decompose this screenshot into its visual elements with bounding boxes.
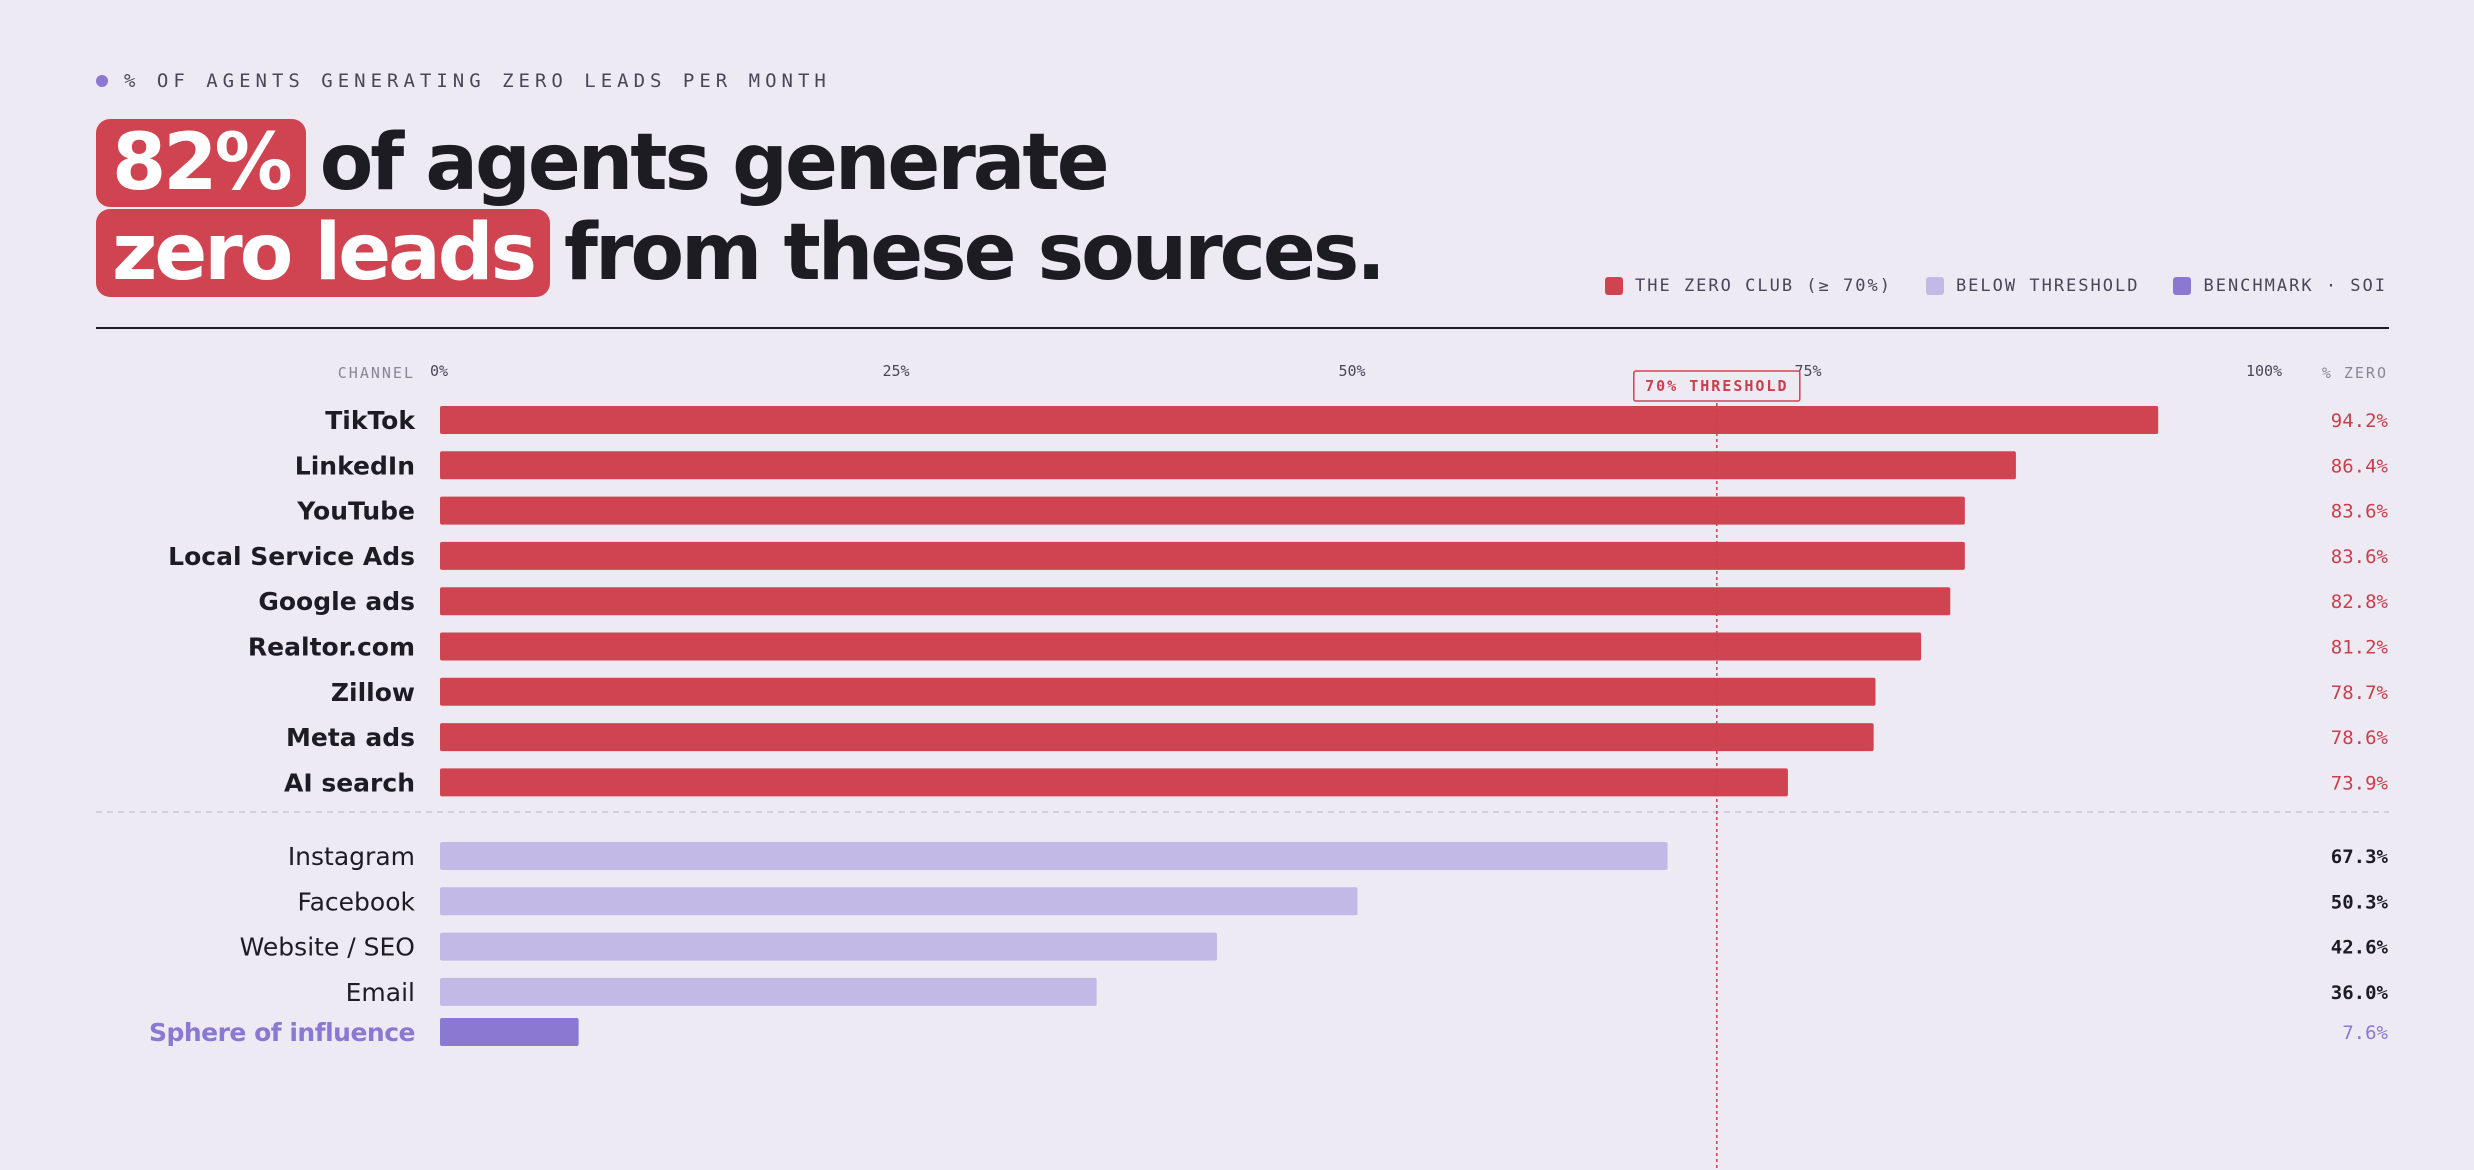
bar <box>440 496 1965 525</box>
value-label: 94.2% <box>2331 410 2389 432</box>
bar <box>440 677 1876 706</box>
title-text-1: of agents generate <box>319 118 1110 208</box>
bar <box>440 406 2159 434</box>
chart-title: 82% of agents generate zero leads from the… <box>96 118 1386 298</box>
title-highlight-2: zero leads <box>96 209 551 297</box>
x-tick-label: 75% <box>1794 362 1821 380</box>
value-label: 82.8% <box>2331 591 2389 613</box>
header-divider <box>96 327 2389 329</box>
bar <box>440 541 1965 570</box>
x-tick-label: 50% <box>1338 362 1365 380</box>
category-label: Meta ads <box>286 723 415 752</box>
threshold-label: 70% THRESHOLD <box>1645 377 1788 395</box>
category-label: AI search <box>284 768 415 797</box>
legend-swatch-benchmark <box>2173 277 2192 295</box>
x-tick-label: 100% <box>2246 362 2282 380</box>
legend-swatch-below-threshold <box>1925 277 1944 295</box>
chart-eyebrow: % OF AGENTS GENERATING ZERO LEADS PER MO… <box>96 70 831 92</box>
bar <box>440 723 1874 752</box>
title-line-2: zero leads from these sources. <box>96 208 1386 298</box>
category-label: Zillow <box>331 678 415 707</box>
value-label: 7.6% <box>2342 1022 2388 1044</box>
bar <box>440 587 1951 616</box>
legend-item-benchmark: BENCHMARK · SOI <box>2173 276 2387 296</box>
eyebrow-text: % OF AGENTS GENERATING ZERO LEADS PER MO… <box>124 70 831 92</box>
legend-item-zero-club: THE ZERO CLUB (≥ 70%) <box>1605 276 1892 296</box>
threshold-label-box <box>1633 370 1801 402</box>
value-header: % ZERO <box>2322 364 2388 382</box>
legend-swatch-zero-club <box>1605 277 1623 295</box>
category-label: YouTube <box>296 497 415 526</box>
x-tick-label: 25% <box>882 362 909 380</box>
category-label: LinkedIn <box>295 451 415 480</box>
value-label: 78.6% <box>2331 727 2389 749</box>
bar <box>440 632 1922 661</box>
value-label: 36.0% <box>2331 982 2389 1004</box>
value-label: 67.3% <box>2331 846 2389 868</box>
value-label: 78.7% <box>2331 682 2389 704</box>
bar <box>440 932 1218 961</box>
bar <box>440 887 1358 916</box>
category-label: Email <box>346 978 415 1007</box>
legend-item-below-threshold: BELOW THRESHOLD <box>1925 276 2140 296</box>
value-label: 42.6% <box>2331 937 2389 959</box>
legend-label-below-threshold: BELOW THRESHOLD <box>1955 276 2140 296</box>
title-line-1: 82% of agents generate <box>96 118 1383 208</box>
bar <box>440 1018 579 1046</box>
category-label: Sphere of influence <box>149 1018 415 1047</box>
category-label: Realtor.com <box>248 633 415 662</box>
bar <box>440 977 1097 1006</box>
category-label: Instagram <box>288 842 415 871</box>
category-label: Facebook <box>298 887 416 916</box>
legend-label-zero-club: THE ZERO CLUB (≥ 70%) <box>1635 276 1892 296</box>
category-label: Website / SEO <box>240 933 415 962</box>
bar <box>440 842 1668 870</box>
x-tick-label: 0% <box>430 362 448 380</box>
value-label: 73.9% <box>2331 772 2389 794</box>
value-label: 83.6% <box>2331 546 2389 568</box>
bar <box>440 451 2016 480</box>
value-label: 86.4% <box>2331 455 2389 477</box>
category-label: TikTok <box>325 406 416 435</box>
title-text-2: from these sources. <box>564 208 1386 298</box>
value-label: 81.2% <box>2331 637 2389 659</box>
value-label: 50.3% <box>2331 891 2389 913</box>
category-label: Local Service Ads <box>168 542 415 571</box>
legend-label-benchmark: BENCHMARK · SOI <box>2203 276 2387 296</box>
title-highlight-1: 82% <box>96 119 306 207</box>
category-header: CHANNEL <box>338 364 415 382</box>
category-label: Google ads <box>258 587 415 616</box>
bar <box>440 768 1788 797</box>
chart-legend: THE ZERO CLUB (≥ 70%) BELOW THRESHOLD BE… <box>1605 276 2387 296</box>
eyebrow-dot-icon <box>96 75 108 87</box>
value-label: 83.6% <box>2331 501 2389 523</box>
